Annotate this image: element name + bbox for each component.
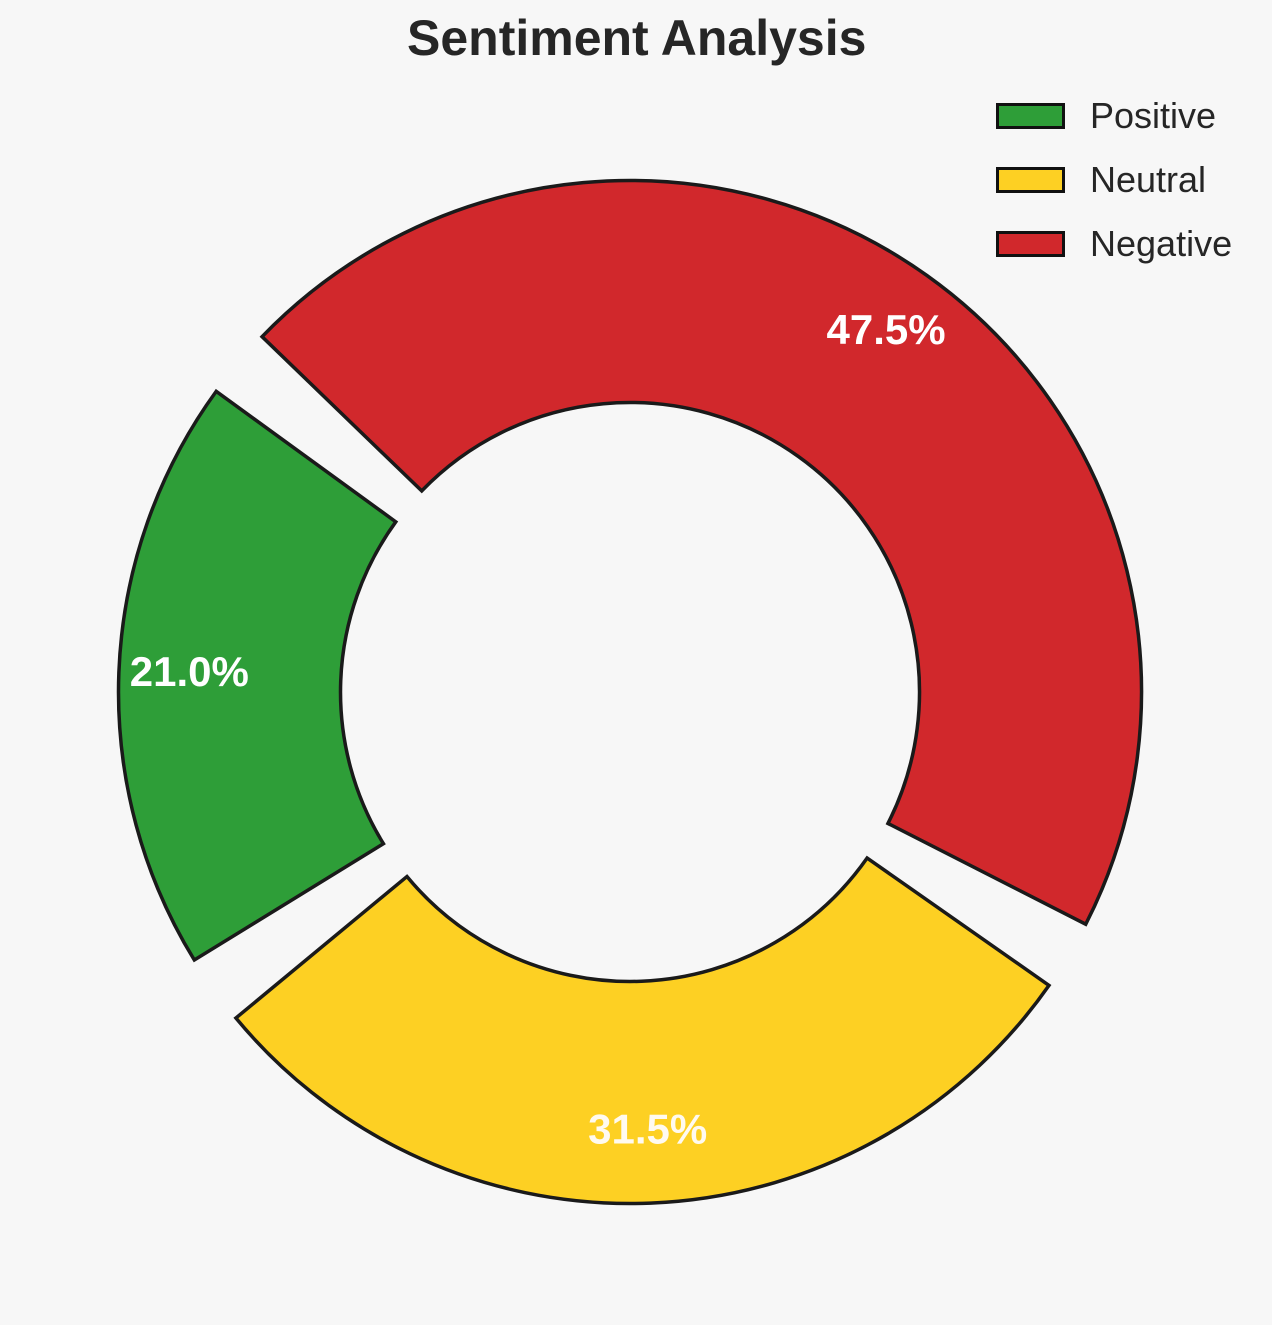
svg-text:31.5%: 31.5% <box>588 1106 707 1153</box>
svg-text:21.0%: 21.0% <box>130 648 249 695</box>
svg-text:47.5%: 47.5% <box>827 306 946 353</box>
